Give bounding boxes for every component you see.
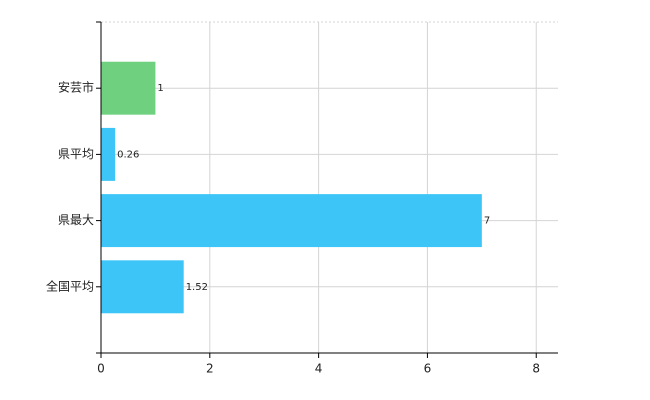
x-tick-label: 0	[97, 362, 105, 376]
bar	[101, 260, 184, 314]
bar	[101, 61, 156, 115]
value-label: 1	[157, 83, 163, 94]
y-tick-label: 県平均	[58, 147, 94, 161]
y-tick-label: 全国平均	[46, 278, 94, 293]
x-tick-label: 6	[424, 362, 432, 376]
y-tick-label: 安芸市	[58, 80, 94, 95]
value-label: 0.26	[117, 149, 139, 160]
bar	[101, 194, 482, 248]
value-label: 1.52	[186, 282, 208, 293]
x-tick-label: 4	[315, 362, 323, 376]
x-tick-label: 8	[532, 362, 540, 376]
x-tick-label: 2	[206, 362, 214, 376]
value-label: 7	[484, 216, 490, 227]
y-tick-label: 県最大	[58, 213, 94, 227]
bar	[101, 127, 116, 181]
